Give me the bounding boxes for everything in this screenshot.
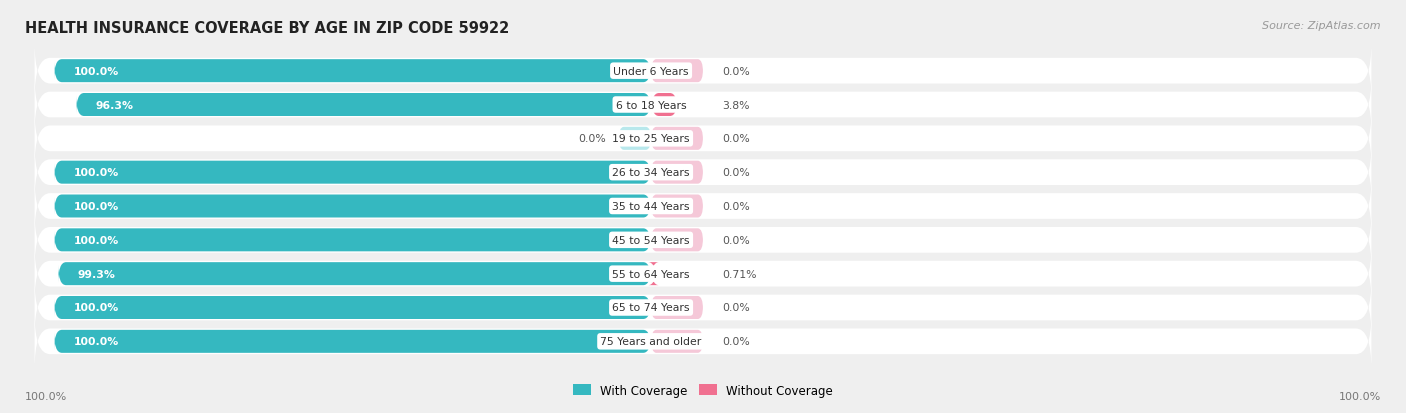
FancyBboxPatch shape — [53, 195, 651, 218]
FancyBboxPatch shape — [35, 145, 1371, 200]
Text: 0.0%: 0.0% — [578, 134, 606, 144]
FancyBboxPatch shape — [53, 296, 651, 319]
FancyBboxPatch shape — [651, 296, 703, 319]
Legend: With Coverage, Without Coverage: With Coverage, Without Coverage — [568, 379, 838, 401]
Text: 6 to 18 Years: 6 to 18 Years — [616, 100, 686, 110]
FancyBboxPatch shape — [35, 213, 1371, 268]
FancyBboxPatch shape — [35, 179, 1371, 234]
Text: 0.71%: 0.71% — [723, 269, 756, 279]
FancyBboxPatch shape — [651, 195, 703, 218]
Text: 100.0%: 100.0% — [73, 168, 118, 178]
Text: Under 6 Years: Under 6 Years — [613, 66, 689, 76]
Text: 100.0%: 100.0% — [73, 202, 118, 211]
Text: 100.0%: 100.0% — [73, 66, 118, 76]
FancyBboxPatch shape — [53, 161, 651, 184]
Text: 100.0%: 100.0% — [25, 391, 67, 401]
Text: 0.0%: 0.0% — [723, 66, 751, 76]
Text: 99.3%: 99.3% — [77, 269, 115, 279]
Text: 3.8%: 3.8% — [723, 100, 749, 110]
FancyBboxPatch shape — [35, 246, 1371, 301]
FancyBboxPatch shape — [651, 161, 703, 184]
Text: 0.0%: 0.0% — [723, 168, 751, 178]
FancyBboxPatch shape — [35, 314, 1371, 369]
Text: 0.0%: 0.0% — [723, 337, 751, 347]
Text: 55 to 64 Years: 55 to 64 Years — [613, 269, 690, 279]
Text: 100.0%: 100.0% — [1339, 391, 1381, 401]
FancyBboxPatch shape — [651, 94, 678, 117]
Text: 26 to 34 Years: 26 to 34 Years — [613, 168, 690, 178]
FancyBboxPatch shape — [648, 263, 659, 285]
FancyBboxPatch shape — [53, 229, 651, 252]
FancyBboxPatch shape — [35, 280, 1371, 335]
Text: 65 to 74 Years: 65 to 74 Years — [613, 303, 690, 313]
Text: 75 Years and older: 75 Years and older — [600, 337, 702, 347]
Text: 0.0%: 0.0% — [723, 235, 751, 245]
Text: 96.3%: 96.3% — [96, 100, 134, 110]
Text: HEALTH INSURANCE COVERAGE BY AGE IN ZIP CODE 59922: HEALTH INSURANCE COVERAGE BY AGE IN ZIP … — [25, 21, 509, 36]
FancyBboxPatch shape — [53, 330, 651, 353]
FancyBboxPatch shape — [35, 112, 1371, 167]
FancyBboxPatch shape — [76, 94, 651, 117]
FancyBboxPatch shape — [619, 128, 651, 150]
Text: 35 to 44 Years: 35 to 44 Years — [613, 202, 690, 211]
FancyBboxPatch shape — [53, 60, 651, 83]
Text: 100.0%: 100.0% — [73, 235, 118, 245]
FancyBboxPatch shape — [35, 78, 1371, 133]
Text: 0.0%: 0.0% — [723, 303, 751, 313]
Text: 0.0%: 0.0% — [723, 202, 751, 211]
Text: 100.0%: 100.0% — [73, 303, 118, 313]
FancyBboxPatch shape — [651, 60, 703, 83]
Text: Source: ZipAtlas.com: Source: ZipAtlas.com — [1263, 21, 1381, 31]
Text: 0.0%: 0.0% — [723, 134, 751, 144]
Text: 19 to 25 Years: 19 to 25 Years — [613, 134, 690, 144]
Text: 100.0%: 100.0% — [73, 337, 118, 347]
FancyBboxPatch shape — [58, 263, 651, 285]
FancyBboxPatch shape — [651, 128, 703, 150]
FancyBboxPatch shape — [651, 330, 703, 353]
FancyBboxPatch shape — [651, 229, 703, 252]
Text: 45 to 54 Years: 45 to 54 Years — [613, 235, 690, 245]
FancyBboxPatch shape — [35, 44, 1371, 99]
